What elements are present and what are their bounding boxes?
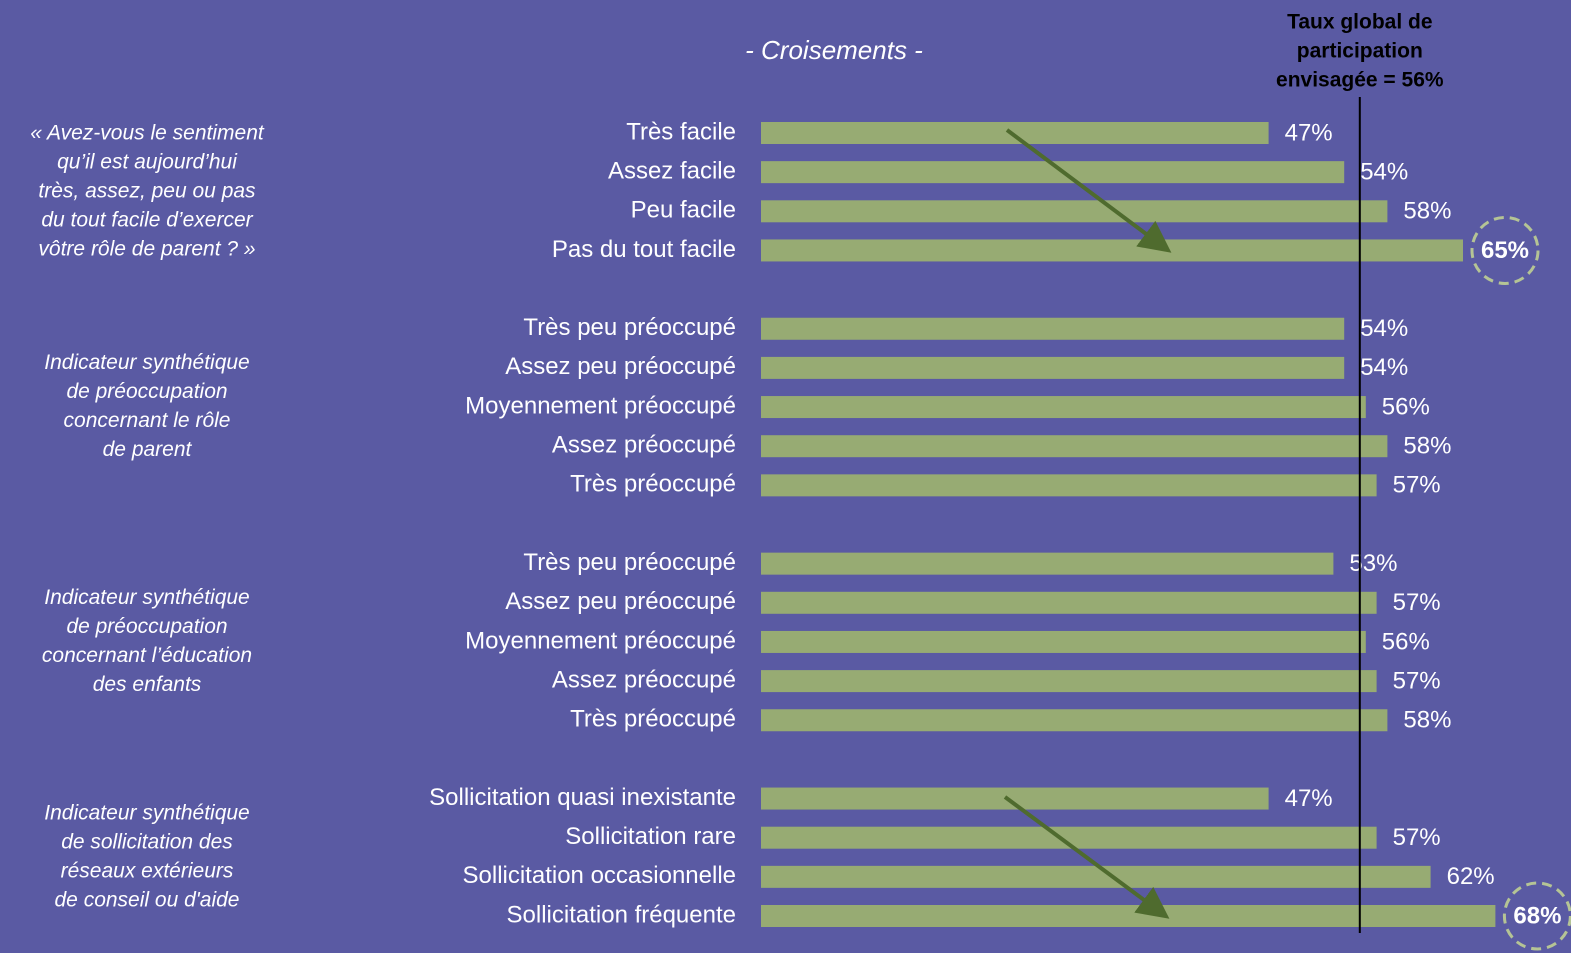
value-label: 68% (1513, 902, 1561, 929)
category-label: Assez facile (608, 157, 736, 184)
category-label: Assez peu préoccupé (505, 588, 736, 615)
value-label: 53% (1349, 550, 1397, 577)
trend-arrow (1003, 795, 1170, 919)
bar (761, 200, 1388, 223)
group-label: Indicateur synthétique (44, 351, 249, 374)
bar (761, 630, 1366, 653)
bar (761, 865, 1431, 888)
category-label: Moyennement préoccupé (465, 392, 736, 419)
category-label: Moyennement préoccupé (465, 627, 736, 654)
group-label: de conseil ou d'aide (55, 888, 240, 911)
value-label: 47% (1285, 119, 1333, 146)
value-label: 57% (1393, 472, 1441, 499)
trend-arrow (1005, 128, 1172, 253)
group-label: des enfants (93, 673, 202, 696)
group-label: Indicateur synthétique (44, 801, 249, 824)
group-label: Indicateur synthétique (44, 586, 249, 609)
bar (761, 317, 1345, 340)
bar (761, 826, 1377, 849)
category-label: Peu facile (631, 197, 736, 224)
group-label: qu’il est aujourd’hui (57, 150, 238, 173)
group-label: concernant le rôle (64, 409, 231, 432)
bar (761, 356, 1345, 379)
value-label: 57% (1393, 824, 1441, 851)
category-label: Assez peu préoccupé (505, 353, 736, 380)
category-label: Sollicitation quasi inexistante (429, 784, 736, 811)
highlight-circle (1470, 215, 1540, 285)
category-label: Assez préoccupé (552, 432, 736, 459)
bar (761, 396, 1366, 419)
value-label: 56% (1382, 393, 1430, 420)
reference-label: envisagée = 56% (1276, 69, 1444, 92)
category-label: Très facile (626, 118, 736, 145)
group-label: de parent (103, 438, 193, 461)
plot: Très facile 47% Assez facile 54% Peu facile 5… (30, 11, 1571, 951)
category-label: Assez préoccupé (552, 666, 736, 693)
bar (761, 709, 1388, 732)
reference-label: Taux global de (1287, 11, 1432, 34)
highlight-circle (1502, 881, 1571, 951)
category-label: Très peu préoccupé (523, 549, 736, 576)
value-label: 47% (1285, 785, 1333, 812)
bar (761, 161, 1345, 184)
category-label: Très préoccupé (570, 706, 736, 733)
group-label: concernant l’éducation (42, 644, 252, 667)
value-label: 56% (1382, 628, 1430, 655)
bar (761, 670, 1377, 693)
group-label: réseaux extérieurs (61, 859, 234, 882)
category-label: Sollicitation fréquente (507, 901, 736, 928)
group-label: de sollicitation des (61, 830, 233, 853)
bar (761, 239, 1463, 262)
value-label: 54% (1360, 315, 1408, 342)
group-label: de préoccupation (66, 380, 227, 403)
group-label: « Avez-vous le sentiment (30, 121, 265, 144)
bar (761, 787, 1269, 810)
group-label: vôtre rôle de parent ? » (38, 237, 255, 260)
group-label: du tout facile d’exercer (41, 208, 253, 231)
bar (761, 122, 1269, 144)
value-label: 58% (1403, 198, 1451, 225)
chart-title: - Croisements - (745, 35, 923, 65)
bar (761, 435, 1388, 458)
value-label: 57% (1393, 589, 1441, 616)
bar (761, 591, 1377, 614)
value-label: 57% (1393, 667, 1441, 694)
bar (761, 474, 1377, 497)
value-label: 54% (1360, 354, 1408, 381)
value-label: 65% (1481, 237, 1529, 264)
group-label: très, assez, peu ou pas (38, 179, 256, 202)
group-label: de préoccupation (66, 615, 227, 638)
category-label: Très peu préoccupé (523, 314, 736, 341)
category-label: Sollicitation rare (565, 823, 736, 850)
category-label: Très préoccupé (570, 471, 736, 498)
value-label: 58% (1403, 433, 1451, 460)
bar (761, 905, 1496, 927)
value-label: 54% (1360, 158, 1408, 185)
category-label: Pas du tout facile (552, 236, 736, 263)
bar (761, 552, 1334, 575)
reference-label: participation (1297, 40, 1423, 63)
value-label: 62% (1447, 863, 1495, 890)
category-label: Sollicitation occasionnelle (463, 862, 737, 889)
value-label: 58% (1403, 707, 1451, 734)
